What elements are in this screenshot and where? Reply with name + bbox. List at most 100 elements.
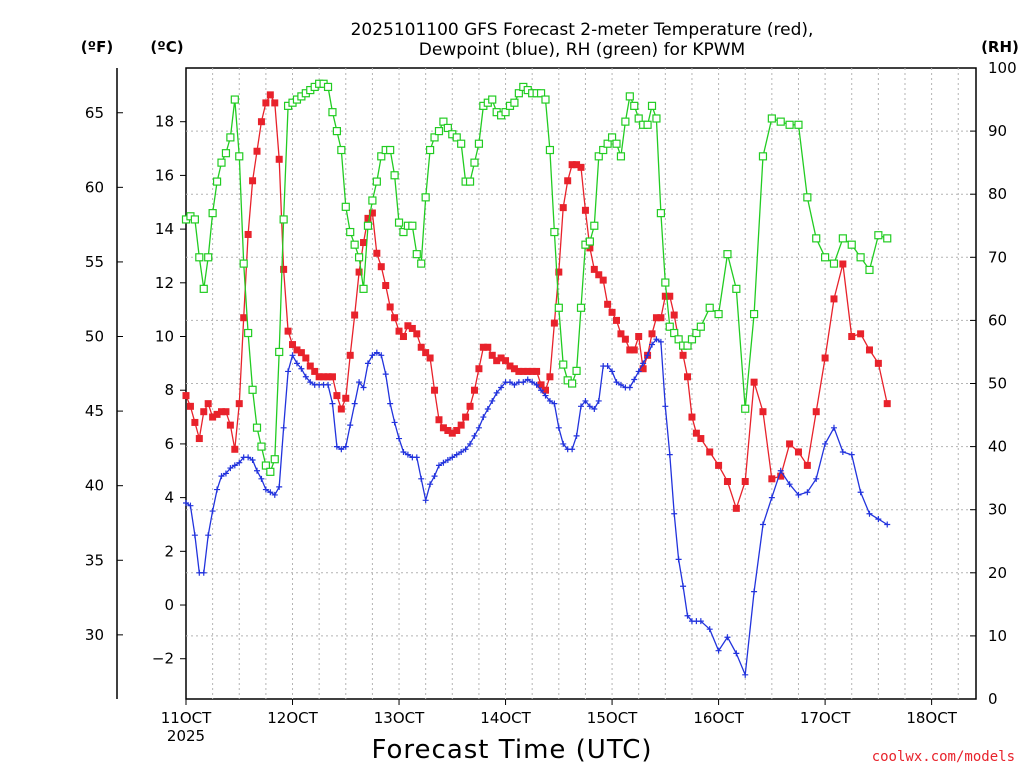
data-point [617, 330, 625, 338]
data-point [466, 402, 474, 410]
data-point [590, 265, 598, 273]
data-point [323, 82, 333, 92]
data-point [386, 145, 395, 155]
data-point [742, 671, 749, 678]
data-point [417, 343, 425, 351]
data-point [462, 446, 469, 453]
x-tick-label: 14OCT [480, 709, 531, 727]
data-point [356, 379, 363, 386]
data-point [578, 403, 584, 410]
data-point [777, 467, 784, 474]
data-point [649, 341, 656, 348]
data-point [813, 475, 820, 482]
data-point [440, 459, 447, 466]
data-point [865, 346, 873, 354]
data-point [608, 308, 616, 316]
data-point [227, 465, 234, 472]
data-point [684, 373, 692, 381]
rh-tick-label: 40 [988, 438, 1007, 456]
data-point [360, 384, 367, 391]
fahrenheit-unit-label: (ºF) [81, 38, 113, 56]
data-point [803, 461, 811, 469]
data-point [474, 139, 484, 148]
data-point [528, 367, 536, 375]
data-point [625, 92, 634, 101]
series-layer [181, 79, 892, 678]
rh-tick-label: 90 [988, 122, 1007, 140]
data-point [329, 400, 336, 407]
celsius-tick-label: 14 [155, 220, 174, 238]
data-point [768, 475, 776, 483]
data-point [680, 583, 687, 590]
data-point [435, 462, 442, 469]
data-point [493, 389, 500, 396]
data-point [665, 322, 674, 331]
data-point [647, 101, 657, 110]
data-point [616, 152, 626, 161]
data-point [883, 234, 892, 243]
data-point [422, 497, 429, 504]
data-point [865, 265, 874, 275]
data-point [794, 120, 803, 129]
rh-tick-label: 10 [988, 627, 1007, 645]
data-point [692, 328, 701, 338]
data-point [515, 367, 523, 375]
data-point [430, 133, 439, 142]
data-point [568, 379, 577, 388]
data-point [569, 446, 576, 453]
x-tick-label: 16OCT [693, 709, 744, 727]
data-point [475, 365, 483, 373]
data-point [630, 346, 638, 354]
data-point [275, 155, 283, 163]
celsius-tick-label: 6 [164, 435, 174, 453]
data-point [364, 360, 371, 367]
data-point [378, 352, 385, 359]
data-point [252, 423, 262, 432]
celsius-tick-label: 8 [164, 381, 174, 399]
data-point [213, 410, 221, 418]
data-point [706, 448, 714, 456]
data-point [412, 250, 421, 259]
data-point [536, 89, 546, 98]
data-point [404, 322, 412, 330]
gridlines [186, 68, 976, 699]
data-point [856, 253, 865, 262]
data-point [489, 397, 496, 404]
data-point [696, 322, 705, 331]
data-point [448, 429, 456, 437]
rh-tick-label: 100 [988, 59, 1017, 77]
data-point [661, 278, 670, 287]
data-point [341, 202, 350, 211]
data-point [248, 385, 257, 394]
data-point [396, 435, 403, 442]
data-point [271, 99, 279, 107]
data-point [653, 336, 660, 343]
data-point [520, 379, 527, 386]
data-point [249, 177, 257, 185]
data-point [546, 373, 554, 381]
data-point [262, 99, 270, 107]
data-point [355, 268, 363, 276]
data-point [866, 510, 873, 517]
data-point [390, 171, 399, 180]
data-point [426, 145, 435, 155]
data-point [640, 360, 647, 367]
data-point [200, 569, 207, 576]
data-point [590, 221, 599, 230]
data-point [306, 362, 314, 370]
data-point [524, 367, 532, 375]
data-point [332, 126, 341, 136]
data-point [244, 230, 252, 238]
data-point [418, 475, 425, 482]
data-point [542, 392, 549, 399]
x-tick-label: 15OCT [587, 709, 638, 727]
data-point [506, 379, 513, 386]
data-point [705, 303, 714, 312]
celsius-tick-label: 4 [164, 489, 174, 507]
data-point [431, 386, 439, 394]
data-point [786, 440, 794, 448]
data-point [768, 494, 775, 501]
data-point [848, 333, 856, 341]
data-point [591, 406, 598, 413]
data-point [373, 349, 380, 356]
